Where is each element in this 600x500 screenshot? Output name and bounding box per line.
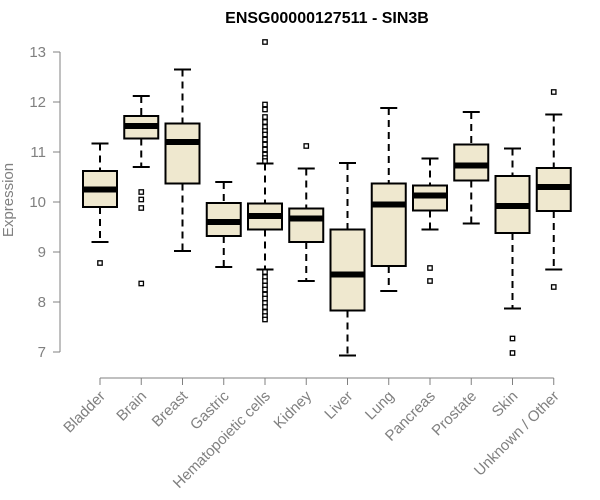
y-tick-label: 7 (38, 344, 46, 361)
box-prostate (453, 111, 490, 225)
outlier-point (97, 260, 103, 266)
boxes-group (82, 39, 572, 357)
outlier-point (138, 280, 145, 287)
x-tick-label: Prostate (429, 388, 481, 440)
x-tick-label: Breast (149, 387, 192, 430)
box-hematopoietic-cells (247, 39, 283, 323)
chart-title: ENSG00000127511 - SIN3B (225, 10, 429, 27)
outlier-point (262, 158, 268, 164)
outlier-point (262, 141, 268, 148)
box-pancreas (412, 157, 448, 284)
outlier-point (262, 39, 268, 45)
outlier-point (427, 278, 433, 284)
outlier-point (262, 295, 268, 302)
outlier-point (427, 265, 433, 271)
box-bladder (82, 142, 118, 266)
box-lung (370, 107, 407, 292)
y-tick-label: 10 (29, 194, 46, 211)
outlier-point (262, 286, 268, 293)
outlier-point (262, 316, 268, 323)
outlier-point (138, 205, 145, 211)
x-tick-label: Liver (321, 388, 356, 423)
x-tick-label: Kidney (271, 387, 316, 432)
box-unknown-other (535, 89, 572, 290)
outlier-point (509, 335, 516, 342)
iqr-box (370, 182, 407, 267)
outlier-point (303, 143, 310, 149)
y-tick-label: 12 (29, 94, 46, 111)
y-axis-label: Expression (0, 163, 17, 237)
outlier-point (550, 284, 557, 290)
box-breast (164, 68, 201, 252)
iqr-box (329, 228, 366, 312)
outlier-point (262, 131, 268, 138)
outlier-point (138, 189, 145, 195)
x-tick-label: Brain (113, 388, 150, 425)
y-tick-label: 9 (38, 244, 46, 261)
iqr-box (164, 122, 201, 185)
outlier-point (262, 106, 268, 113)
x-tick-label: Lung (362, 388, 398, 424)
outlier-point (262, 278, 268, 284)
box-gastric (205, 181, 242, 268)
outlier-point (550, 89, 557, 95)
y-axis: 7 8 9 10 11 12 13 (29, 44, 61, 361)
x-tick-label: Bladder (60, 388, 109, 437)
y-tick-label: 8 (38, 294, 46, 311)
outlier-point (509, 350, 516, 356)
outlier-point (138, 196, 145, 203)
outlier-point (262, 146, 268, 153)
outlier-point (262, 101, 268, 108)
box-brain (123, 95, 160, 287)
outlier-point (262, 114, 268, 120)
outlier-point (262, 136, 268, 143)
box-kidney (288, 143, 325, 282)
y-tick-label: 13 (29, 44, 46, 61)
x-tick-label: Skin (489, 388, 522, 421)
outlier-point (262, 269, 268, 275)
outlier-point (262, 119, 268, 125)
box-liver (329, 162, 366, 357)
iqr-box (288, 207, 325, 243)
y-tick-label: 11 (30, 144, 46, 161)
outlier-point (262, 304, 268, 310)
box-skin (494, 147, 531, 356)
